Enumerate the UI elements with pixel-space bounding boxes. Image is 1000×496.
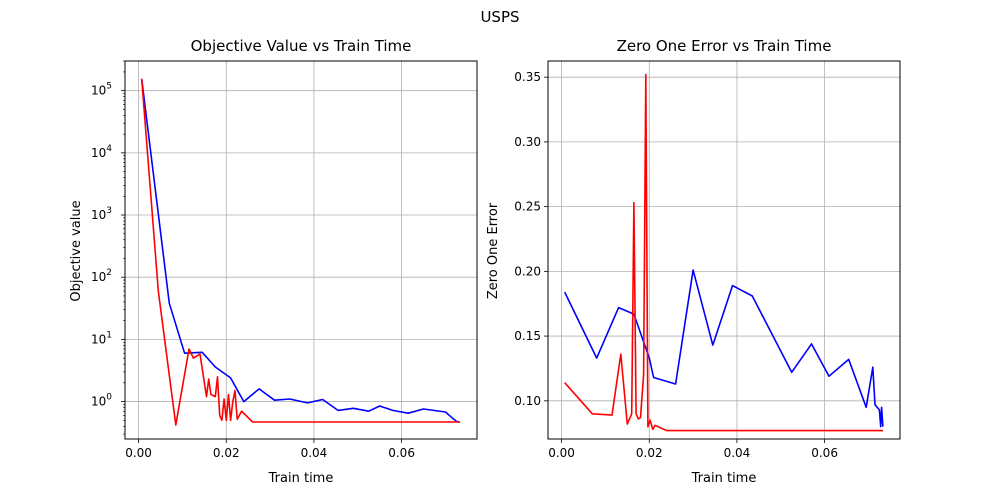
error-x-tick-label: 0.04 xyxy=(724,446,751,460)
objective-y-tick-label: 104 xyxy=(91,144,112,160)
error-y-tick-label: 0.25 xyxy=(514,200,541,214)
error-x-tick-label: 0.02 xyxy=(636,446,663,460)
objective-y-tick-label: 102 xyxy=(91,268,112,284)
objective-y-tick-label: 105 xyxy=(91,82,112,98)
error-x-axis-label: Train time xyxy=(691,471,757,486)
error-plot-frame xyxy=(547,60,901,440)
error-y-tick-label: 0.20 xyxy=(514,264,541,278)
error-y-axis-label: Zero One Error xyxy=(486,202,501,299)
objective-y-tick-label: 101 xyxy=(91,330,112,346)
objective-x-tick-label: 0.00 xyxy=(125,446,152,460)
objective-y-axis-label: Objective value xyxy=(69,200,84,301)
objective-red-series-line xyxy=(140,78,460,426)
zero-one-error-axes: Zero One Error vs Train Time Train time … xyxy=(486,37,901,486)
objective-blue-series-line xyxy=(140,78,461,423)
error-x-tick-label: 0.06 xyxy=(811,446,838,460)
objective-x-axis-label: Train time xyxy=(268,471,334,486)
objective-x-tick-label: 0.04 xyxy=(301,446,328,460)
error-y-tick-label: 0.30 xyxy=(514,135,541,149)
objective-x-tick-label: 0.02 xyxy=(213,446,240,460)
error-red-series-line xyxy=(564,73,883,432)
objective-y-tick-label: 103 xyxy=(91,206,112,222)
objective-x-tick-label: 0.06 xyxy=(388,446,415,460)
objective-y-tick-label: 100 xyxy=(91,393,112,409)
objective-chart-title: Objective Value vs Train Time xyxy=(191,37,412,55)
error-blue-series-line xyxy=(563,269,884,428)
error-y-tick-label: 0.15 xyxy=(514,329,541,343)
objective-plot-frame xyxy=(124,60,478,440)
error-y-tick-label: 0.35 xyxy=(514,70,541,84)
figure-suptitle: USPS xyxy=(480,8,519,26)
error-x-tick-label: 0.00 xyxy=(548,446,575,460)
objective-value-axes: Objective Value vs Train Time Train time… xyxy=(69,37,478,486)
error-chart-title: Zero One Error vs Train Time xyxy=(617,37,832,55)
error-y-tick-label: 0.10 xyxy=(514,394,541,408)
